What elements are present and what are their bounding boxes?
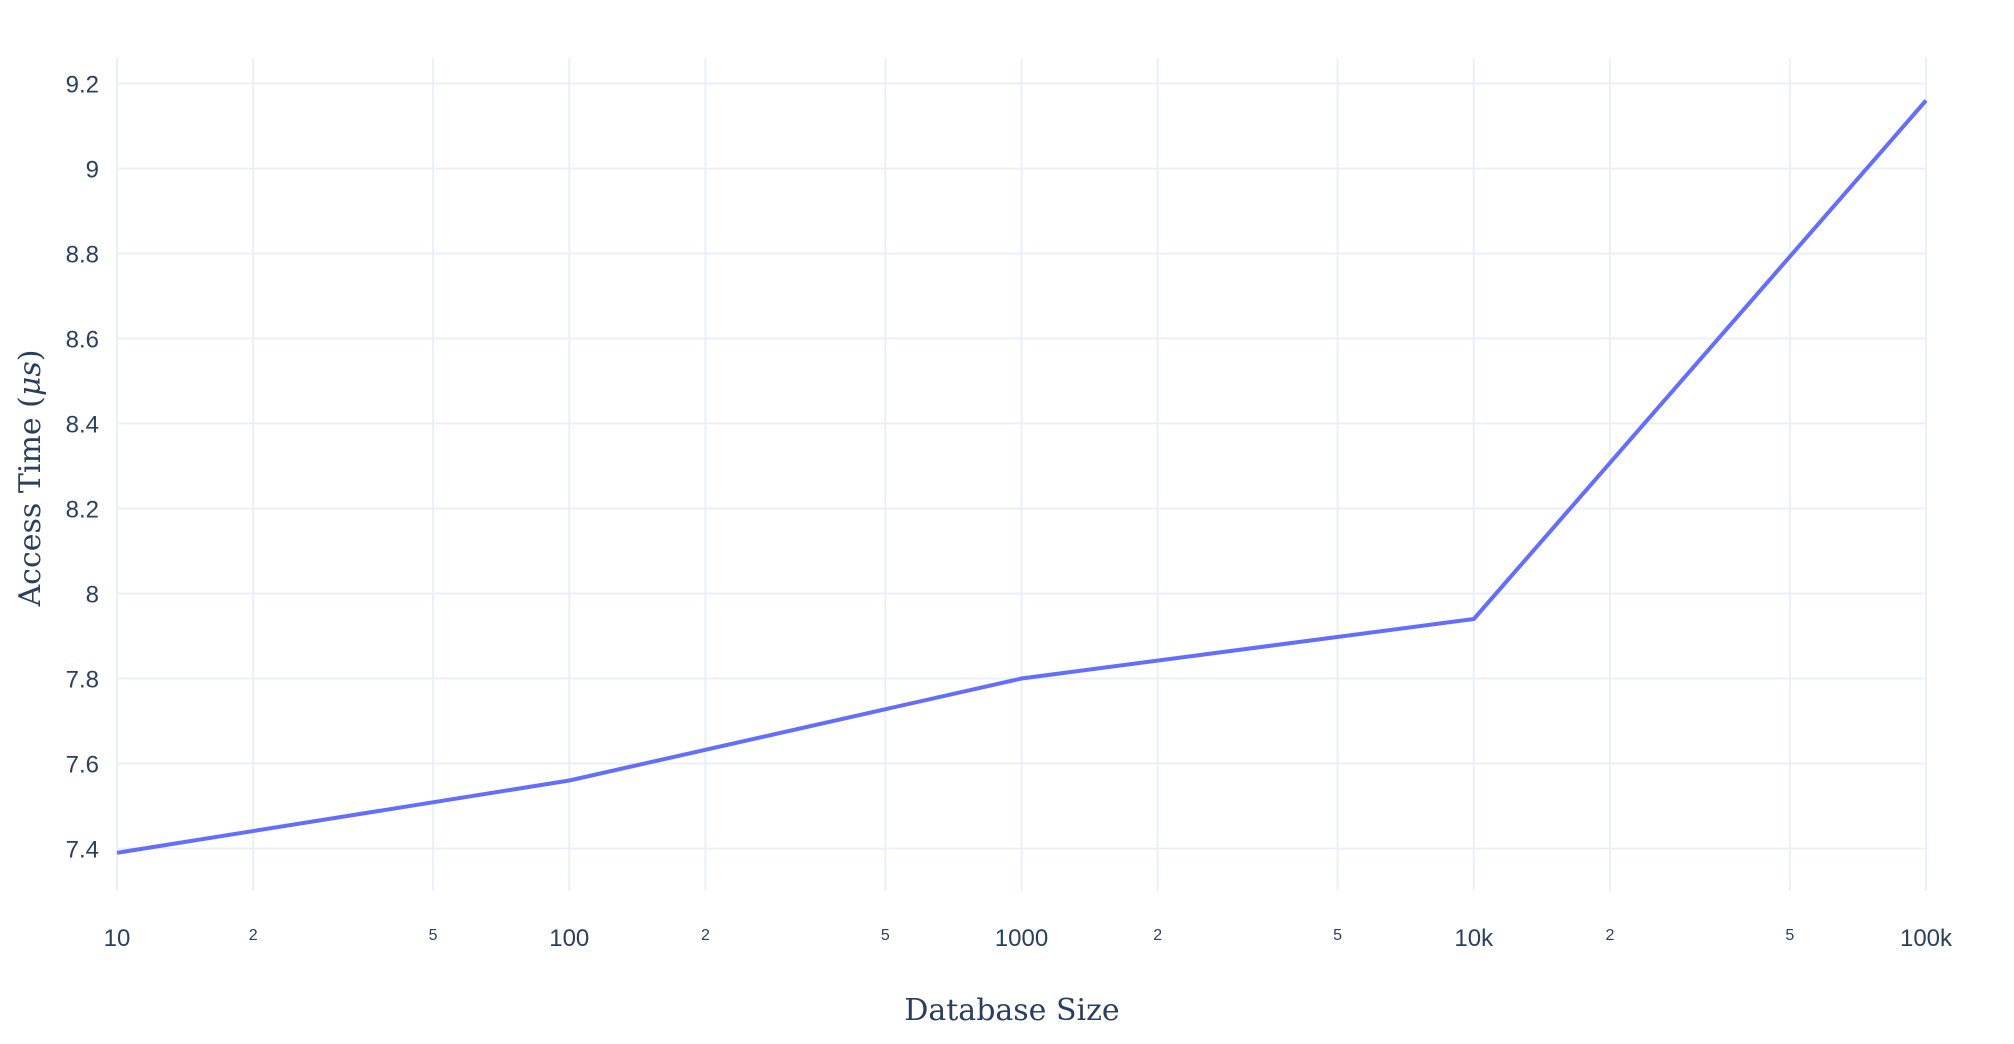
y-tick-label: 8.4 [66,412,99,439]
series-lines [116,99,1928,855]
y-axis-title-unit: μs [13,361,48,396]
grid-lines [116,58,1927,891]
x-tick-label: 100k [1900,925,1953,952]
data-point [569,780,570,781]
y-tick-label: 7.4 [66,837,99,864]
series-line [116,99,1928,855]
x-axis-title: Database Size [904,993,1119,1028]
x-minor-tick-label: 5 [429,927,438,944]
y-tick-label: 8 [86,582,99,609]
y-axis-ticks: 7.4 7.6 7.8 8 8.2 8.4 8.6 8.8 9 9.2 [66,72,99,864]
y-tick-label: 8.2 [66,497,99,524]
y-tick-label: 8.8 [66,242,99,269]
data-point [1021,678,1022,679]
x-tick-label: 100 [549,925,589,952]
y-tick-label: 7.8 [66,667,99,694]
y-axis-title-text: Access Time ( [13,396,48,607]
x-minor-tick-label: 2 [701,927,710,944]
y-tick-label: 9.2 [66,72,99,99]
x-tick-label: 10k [1454,925,1494,952]
y-tick-label: 7.6 [66,752,99,779]
x-minor-tick-label: 5 [1785,927,1794,944]
data-point [117,852,118,853]
y-tick-label: 9 [86,157,99,184]
y-axis-title: Access Time (μs) [13,349,48,607]
x-tick-label: 10 [104,925,131,952]
y-tick-label: 8.6 [66,327,99,354]
data-point [1926,100,1927,101]
x-minor-tick-label: 2 [1153,927,1162,944]
x-axis-ticks: 10 100 1000 10k 100k 2 5 2 5 2 5 2 5 [104,925,1953,952]
x-minor-tick-label: 2 [1605,927,1614,944]
x-minor-tick-label: 5 [881,927,890,944]
x-minor-tick-label: 5 [1333,927,1342,944]
x-minor-tick-label: 2 [249,927,258,944]
data-point [1473,619,1474,620]
x-tick-label: 1000 [995,925,1048,952]
y-axis-title-close: ) [13,349,48,361]
